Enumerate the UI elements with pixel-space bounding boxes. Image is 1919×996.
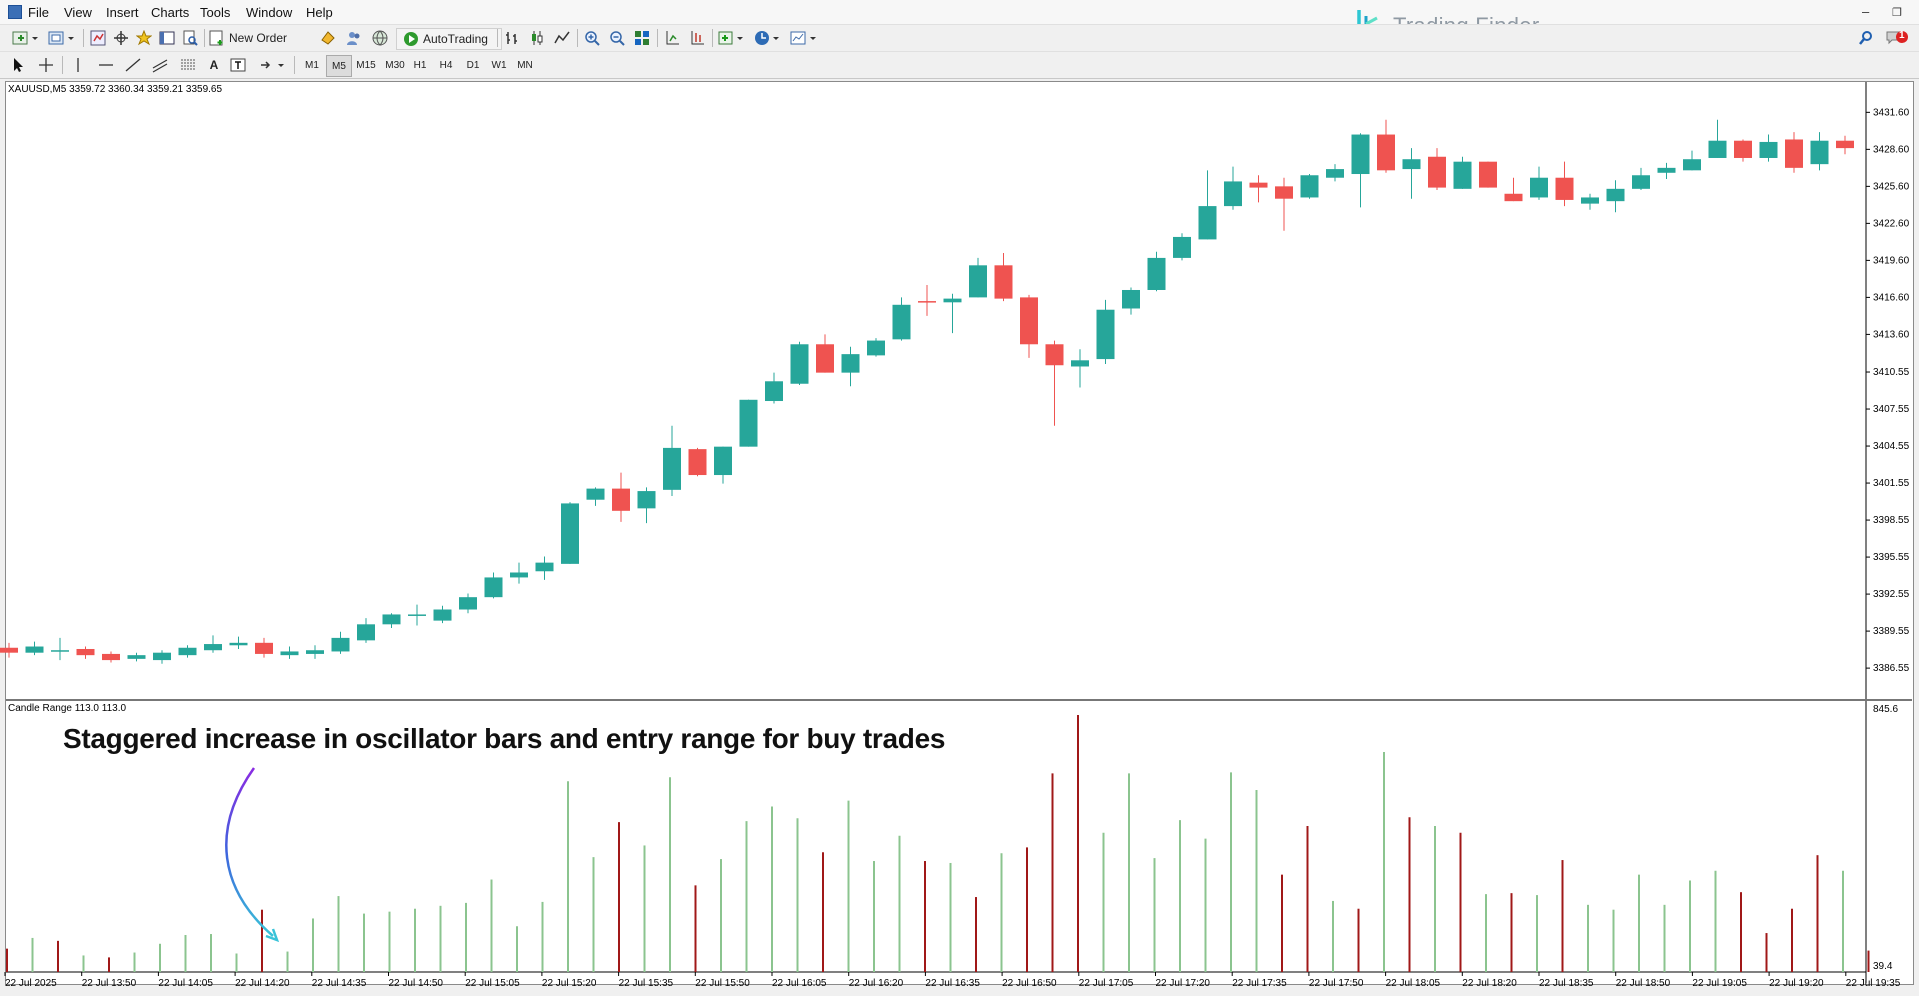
crosshair-icon <box>39 58 53 72</box>
autotrading-play-icon <box>404 32 418 46</box>
zoom-in-button[interactable] <box>582 28 602 48</box>
autotrading-label: AutoTrading <box>423 32 488 46</box>
indicator-info: Candle Range 113.0 113.0 <box>8 703 127 714</box>
autoscroll-icon <box>691 31 704 45</box>
chart-shift-icon <box>666 31 679 45</box>
menu-charts[interactable]: Charts <box>151 5 190 20</box>
candlestick-icon <box>532 31 543 45</box>
notifications-button[interactable]: 1 <box>1884 28 1912 48</box>
autoscroll-button[interactable] <box>687 28 707 48</box>
profiles-icon <box>48 31 74 45</box>
line-chart-button[interactable] <box>552 28 572 48</box>
trendline-icon <box>125 58 141 72</box>
bar-chart-icon <box>506 32 517 44</box>
timeframe-d1-button[interactable]: D1 <box>466 59 480 71</box>
timeframe-w1-button[interactable]: W1 <box>491 59 507 71</box>
menu-help[interactable]: Help <box>306 5 333 20</box>
periods-button[interactable] <box>752 28 784 48</box>
restore-icon[interactable]: ❐ <box>1892 7 1902 19</box>
templates-icon <box>790 31 816 45</box>
new-chart-icon <box>12 31 38 45</box>
fibonacci-button[interactable] <box>178 55 198 75</box>
pencil-diamond-icon <box>321 31 335 45</box>
timeframe-m5-button[interactable]: M5 <box>326 55 352 77</box>
standard-toolbar: New Order AutoTrading <box>0 24 1919 51</box>
text-tool-button[interactable]: A <box>204 55 224 75</box>
arrow-shapes-icon <box>261 61 284 69</box>
new-order-icon <box>209 30 223 46</box>
arrows-button[interactable] <box>258 55 288 75</box>
notification-count: 1 <box>1899 30 1905 41</box>
horizontal-line-button[interactable] <box>96 55 116 75</box>
terminal-window-icon <box>159 31 175 45</box>
profiles-button[interactable] <box>46 28 78 48</box>
menu-file[interactable]: File <box>28 5 49 20</box>
fibonacci-icon <box>181 59 195 70</box>
channel-button[interactable] <box>150 55 170 75</box>
menu-view[interactable]: View <box>64 5 92 20</box>
clock-icon <box>755 31 779 45</box>
text-label-icon <box>230 58 246 72</box>
line-chart-icon <box>554 31 570 44</box>
timeframe-h4-button[interactable]: H4 <box>439 59 453 71</box>
vertical-line-button[interactable] <box>68 55 88 75</box>
trendline-button[interactable] <box>123 55 143 75</box>
crosshair-button[interactable] <box>36 55 56 75</box>
timeframe-m1-button[interactable]: M1 <box>305 59 319 71</box>
tester-button[interactable] <box>180 28 200 48</box>
drawing-toolbar: A M1 M5 M15 M30 H1 H4 D1 W1 MN <box>0 51 1919 79</box>
new-order-button[interactable]: New Order <box>209 28 294 48</box>
people-icon <box>347 32 360 45</box>
indicators-button[interactable] <box>716 28 748 48</box>
cursor-button[interactable] <box>8 55 28 75</box>
templates-button[interactable] <box>788 28 820 48</box>
timeframe-m15-button[interactable]: M15 <box>356 59 376 71</box>
menu-window[interactable]: Window <box>246 5 293 20</box>
tile-windows-button[interactable] <box>632 28 652 48</box>
symbol-info: XAUUSD,M5 3359.72 3360.34 3359.21 3359.6… <box>8 84 223 95</box>
metaeditor-button[interactable] <box>318 28 338 48</box>
zoom-in-icon <box>585 31 600 46</box>
minimize-icon[interactable]: – <box>1862 4 1870 19</box>
timeframe-m30-button[interactable]: M30 <box>385 59 405 71</box>
data-window-button[interactable] <box>111 28 131 48</box>
magnifier-doc-icon <box>183 30 198 46</box>
market-button[interactable] <box>370 28 390 48</box>
search-icon <box>1859 31 1872 45</box>
menu-insert[interactable]: Insert <box>106 5 139 20</box>
vertical-line-icon <box>77 58 79 72</box>
bar-chart-button[interactable] <box>502 28 522 48</box>
cursor-arrow-icon <box>14 58 23 72</box>
chart-window[interactable] <box>5 81 1914 985</box>
autotrading-button[interactable]: AutoTrading <box>396 28 502 50</box>
candlestick-button[interactable] <box>527 28 547 48</box>
globe-icon <box>372 30 388 46</box>
annotation-text: Staggered increase in oscillator bars an… <box>63 723 946 754</box>
chat-bubble-icon <box>1886 31 1908 45</box>
text-a-icon: A <box>209 58 219 72</box>
tile-windows-icon <box>635 31 649 45</box>
navigator-star-icon <box>136 30 152 46</box>
signals-button[interactable] <box>344 28 364 48</box>
zoom-out-icon <box>610 31 625 46</box>
equidistant-channel-icon <box>152 59 168 73</box>
chart-shift-button[interactable] <box>662 28 682 48</box>
new-chart-button[interactable] <box>10 28 42 48</box>
market-watch-icon <box>90 30 106 46</box>
crosshair-move-icon <box>114 31 128 45</box>
indicators-add-icon <box>718 31 743 45</box>
zoom-out-button[interactable] <box>607 28 627 48</box>
new-order-label: New Order <box>229 31 288 45</box>
timeframe-mn-button[interactable]: MN <box>517 59 533 71</box>
timeframe-h1-button[interactable]: H1 <box>413 59 427 71</box>
text-label-button[interactable] <box>228 55 248 75</box>
terminal-button[interactable] <box>157 28 177 48</box>
market-watch-button[interactable] <box>88 28 108 48</box>
menu-tools[interactable]: Tools <box>200 5 231 20</box>
menu-bar: File View Insert Charts Tools Window Hel… <box>0 0 1919 24</box>
horizontal-line-icon <box>99 64 113 66</box>
app-icon <box>8 5 22 19</box>
navigator-button[interactable] <box>134 28 154 48</box>
search-button[interactable] <box>1856 28 1876 48</box>
